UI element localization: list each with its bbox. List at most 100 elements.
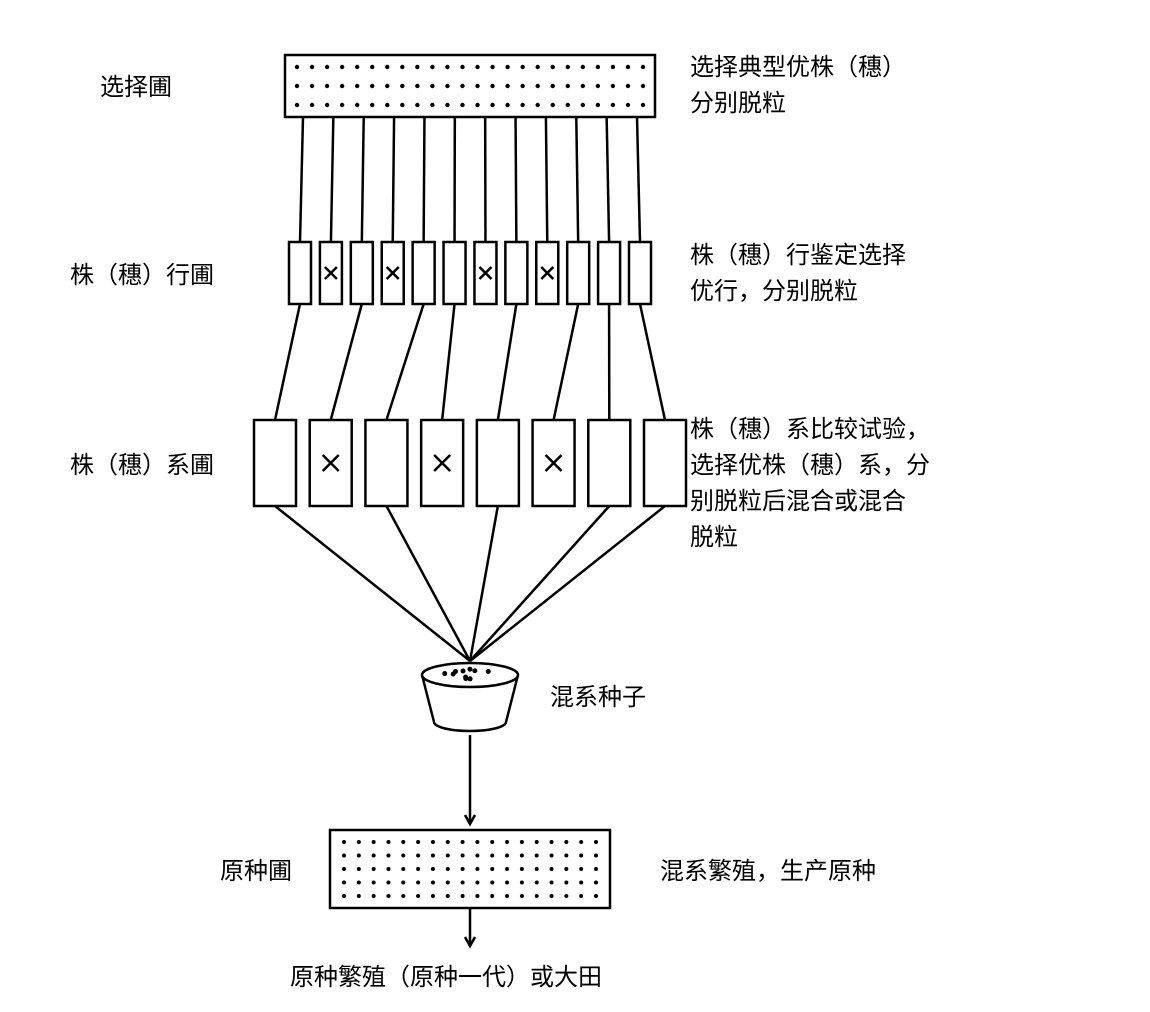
connector xyxy=(637,117,640,242)
diagram-svg xyxy=(20,20,1130,1012)
connector xyxy=(470,506,498,661)
dot xyxy=(611,65,615,69)
stage3-box xyxy=(254,420,296,506)
dot xyxy=(641,65,645,69)
dot xyxy=(505,867,509,871)
dot xyxy=(520,84,524,88)
connector xyxy=(516,117,517,242)
dot xyxy=(475,881,479,885)
dot xyxy=(566,103,570,107)
dot xyxy=(431,854,435,858)
dot xyxy=(535,84,539,88)
dot xyxy=(490,881,494,885)
dot xyxy=(416,881,420,885)
connector xyxy=(393,117,394,242)
dot xyxy=(340,65,344,69)
dot xyxy=(551,84,555,88)
connector xyxy=(498,304,517,420)
dot xyxy=(446,840,450,844)
dot xyxy=(386,854,390,858)
dot xyxy=(505,84,509,88)
dot xyxy=(325,103,329,107)
dot xyxy=(505,894,509,898)
dot xyxy=(451,671,456,676)
dot xyxy=(594,854,598,858)
dot xyxy=(564,840,568,844)
dot xyxy=(535,867,539,871)
dot xyxy=(461,840,465,844)
dot xyxy=(551,103,555,107)
dot xyxy=(461,894,465,898)
dot xyxy=(372,894,376,898)
dot xyxy=(401,894,405,898)
dot xyxy=(342,881,346,885)
connector xyxy=(386,506,470,661)
dot xyxy=(370,103,374,107)
dot xyxy=(505,103,509,107)
dot xyxy=(641,84,645,88)
connector xyxy=(275,506,470,661)
dot xyxy=(520,840,524,844)
dot xyxy=(357,840,361,844)
dot xyxy=(594,894,598,898)
dot xyxy=(372,881,376,885)
dot xyxy=(490,65,494,69)
dot xyxy=(355,65,359,69)
dot xyxy=(566,65,570,69)
dot xyxy=(594,881,598,885)
dot xyxy=(520,894,524,898)
dot xyxy=(372,854,376,858)
stage3-box xyxy=(477,420,519,506)
dot xyxy=(431,881,435,885)
dot xyxy=(415,103,419,107)
dot xyxy=(505,840,509,844)
dot xyxy=(490,894,494,898)
stage2-box xyxy=(351,242,373,304)
dot xyxy=(581,84,585,88)
dot xyxy=(490,840,494,844)
dot xyxy=(564,867,568,871)
dot xyxy=(486,669,491,674)
stage2-box xyxy=(413,242,435,304)
dot xyxy=(415,84,419,88)
dot xyxy=(505,881,509,885)
stage3-box xyxy=(644,420,686,506)
dot xyxy=(535,103,539,107)
dot xyxy=(430,65,434,69)
dot xyxy=(535,840,539,844)
dot xyxy=(401,840,405,844)
dot xyxy=(626,84,630,88)
dot xyxy=(295,103,299,107)
dot xyxy=(468,676,473,681)
dot xyxy=(370,65,374,69)
dot xyxy=(357,854,361,858)
dot xyxy=(475,84,479,88)
connector xyxy=(607,117,609,242)
connector xyxy=(640,304,665,420)
dot xyxy=(596,84,600,88)
dot xyxy=(596,103,600,107)
connector xyxy=(546,117,547,242)
stage2-box xyxy=(444,242,466,304)
dot xyxy=(401,854,405,858)
dot xyxy=(310,103,314,107)
dot xyxy=(594,867,598,871)
dot xyxy=(550,894,554,898)
dot xyxy=(342,867,346,871)
dot xyxy=(310,84,314,88)
dot xyxy=(461,854,465,858)
dot xyxy=(342,854,346,858)
dot xyxy=(611,103,615,107)
dot xyxy=(342,840,346,844)
dot xyxy=(416,894,420,898)
dot xyxy=(550,881,554,885)
dot xyxy=(626,65,630,69)
stage2-box xyxy=(505,242,527,304)
dot xyxy=(475,840,479,844)
connector xyxy=(275,304,300,420)
dot xyxy=(641,103,645,107)
dot xyxy=(490,103,494,107)
dot xyxy=(445,103,449,107)
dot xyxy=(520,103,524,107)
dot xyxy=(400,103,404,107)
